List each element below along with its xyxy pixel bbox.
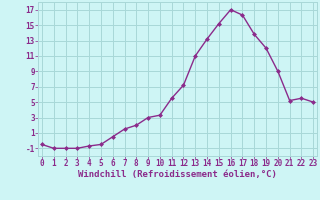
X-axis label: Windchill (Refroidissement éolien,°C): Windchill (Refroidissement éolien,°C): [78, 170, 277, 179]
